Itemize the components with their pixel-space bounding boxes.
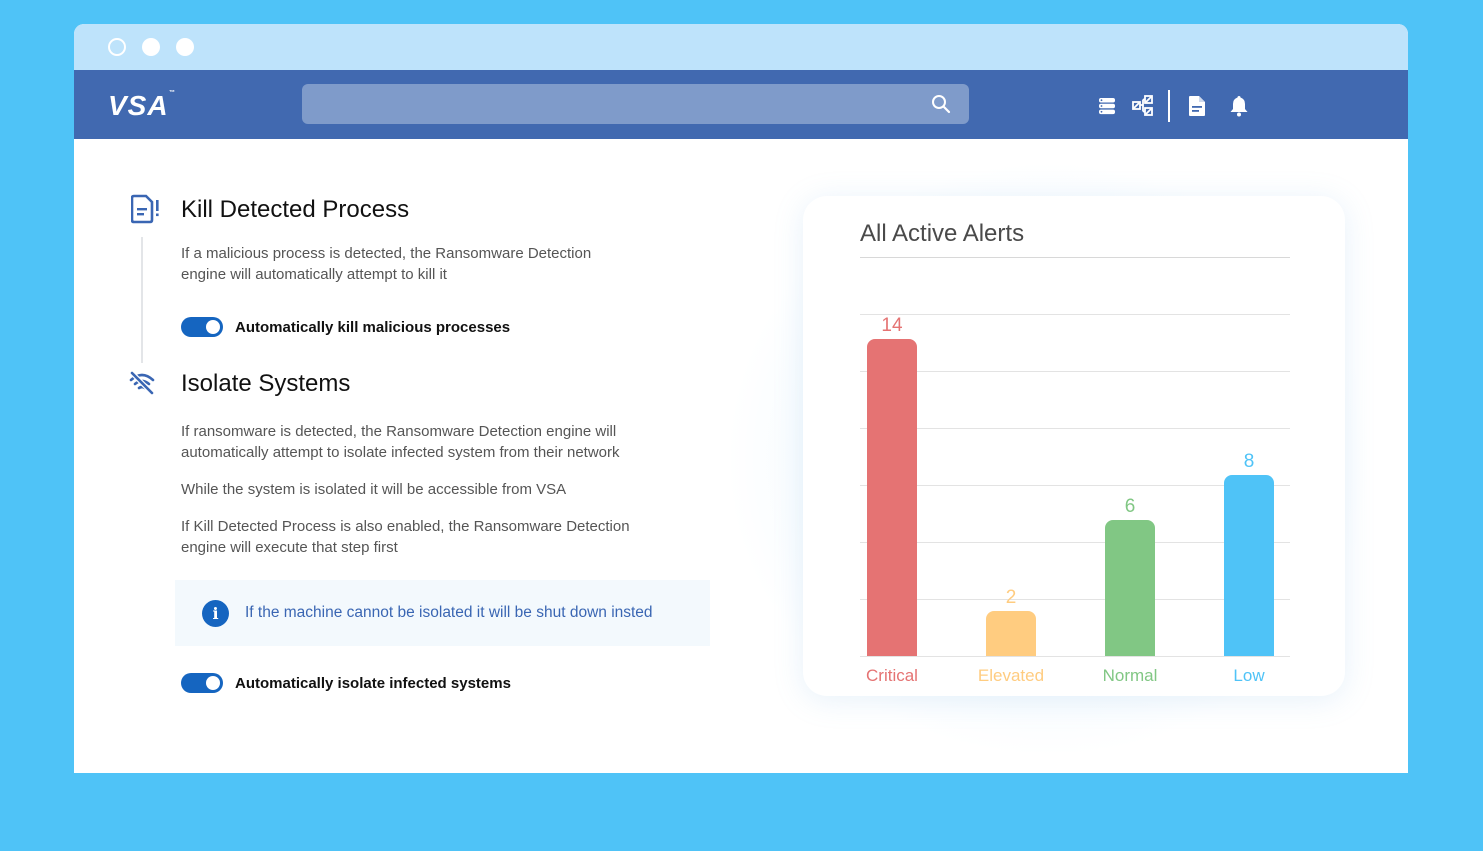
window-minimize-button[interactable] [142, 38, 160, 56]
document-icon[interactable] [1186, 95, 1208, 117]
top-navbar: VSA™ [74, 70, 1408, 139]
bar-elevated[interactable]: 2 [986, 314, 1036, 656]
chart-gridline [860, 656, 1290, 657]
kill-process-toggle-label: Automatically kill malicious processes [235, 318, 511, 336]
isolate-toggle-row[interactable]: Automatically isolate infected systems [181, 673, 511, 693]
bar-value-label: 2 [1005, 586, 1017, 608]
kill-process-toggle[interactable] [181, 317, 223, 337]
window-close-button[interactable] [108, 38, 126, 56]
navbar-icon-group [1096, 90, 1250, 122]
window-titlebar [74, 24, 1408, 70]
logo-text: VSA [108, 90, 169, 121]
chart-gridline [860, 542, 1290, 543]
bar-critical[interactable]: 14 [867, 314, 917, 656]
category-label: Low [1233, 666, 1265, 685]
window-maximize-button[interactable] [176, 38, 194, 56]
category-label: Elevated [977, 666, 1045, 685]
bar-chart: 14 Critical 2 Elevated 6 Normal 8 Low [860, 314, 1290, 685]
chart-title-divider [860, 257, 1290, 258]
alerts-chart-card: All Active Alerts 14 Critical 2 Elevated 6 No… [803, 196, 1345, 696]
kill-process-description: If a malicious process is detected, the … [181, 245, 592, 283]
isolate-systems-toggle[interactable] [181, 673, 223, 693]
isolate-paragraph-2: While the system is isolated it will be … [181, 481, 567, 498]
main-content: Kill Detected Process If a malicious pro… [74, 139, 1408, 773]
bar-value-label: 14 [881, 315, 903, 337]
bar-normal[interactable]: 6 [1105, 314, 1155, 656]
kill-process-title: Kill Detected Process [181, 196, 410, 223]
chart-gridline [860, 485, 1290, 486]
chart-gridline [860, 371, 1290, 372]
category-label: Normal [1102, 666, 1158, 685]
info-callout: i If the machine cannot be isolated it w… [175, 580, 710, 646]
bar-fill [1224, 475, 1274, 656]
chart-gridline [860, 428, 1290, 429]
vsa-logo[interactable]: VSA™ [108, 90, 176, 122]
chart-gridline [860, 314, 1290, 315]
bell-icon[interactable] [1228, 95, 1250, 117]
app-window: VSA™ [74, 24, 1408, 773]
bar-value-label: 6 [1124, 496, 1136, 518]
category-label: Critical [866, 666, 918, 685]
navbar-divider [1168, 90, 1170, 122]
timeline-connector [141, 237, 143, 363]
bar-fill [867, 339, 917, 656]
bar-value-label: 8 [1243, 451, 1255, 473]
isolate-toggle-label: Automatically isolate infected systems [235, 674, 511, 692]
isolate-paragraph-3: If Kill Detected Process is also enabled… [181, 518, 630, 556]
isolate-systems-title: Isolate Systems [181, 370, 351, 397]
logo-trademark: ™ [168, 90, 176, 96]
chart-gridline [860, 599, 1290, 600]
info-callout-text: If the machine cannot be isolated it wil… [245, 604, 653, 621]
chart-title: All Active Alerts [860, 220, 1025, 247]
search-input[interactable] [302, 84, 969, 124]
info-icon: i [202, 599, 229, 627]
server-stack-icon[interactable] [1096, 95, 1118, 117]
bar-fill [1105, 520, 1155, 656]
bar-fill [986, 610, 1036, 656]
wifi-off-icon [129, 371, 155, 395]
kill-process-toggle-row[interactable]: Automatically kill malicious processes [181, 317, 510, 337]
isolate-paragraph-1: If ransomware is detected, the Ransomwar… [181, 423, 620, 461]
search-bar [302, 84, 969, 124]
network-nodes-icon[interactable] [1132, 95, 1154, 117]
search-icon[interactable] [931, 94, 951, 114]
bar-low[interactable]: 8 [1224, 314, 1274, 656]
document-alert-icon [131, 194, 159, 224]
